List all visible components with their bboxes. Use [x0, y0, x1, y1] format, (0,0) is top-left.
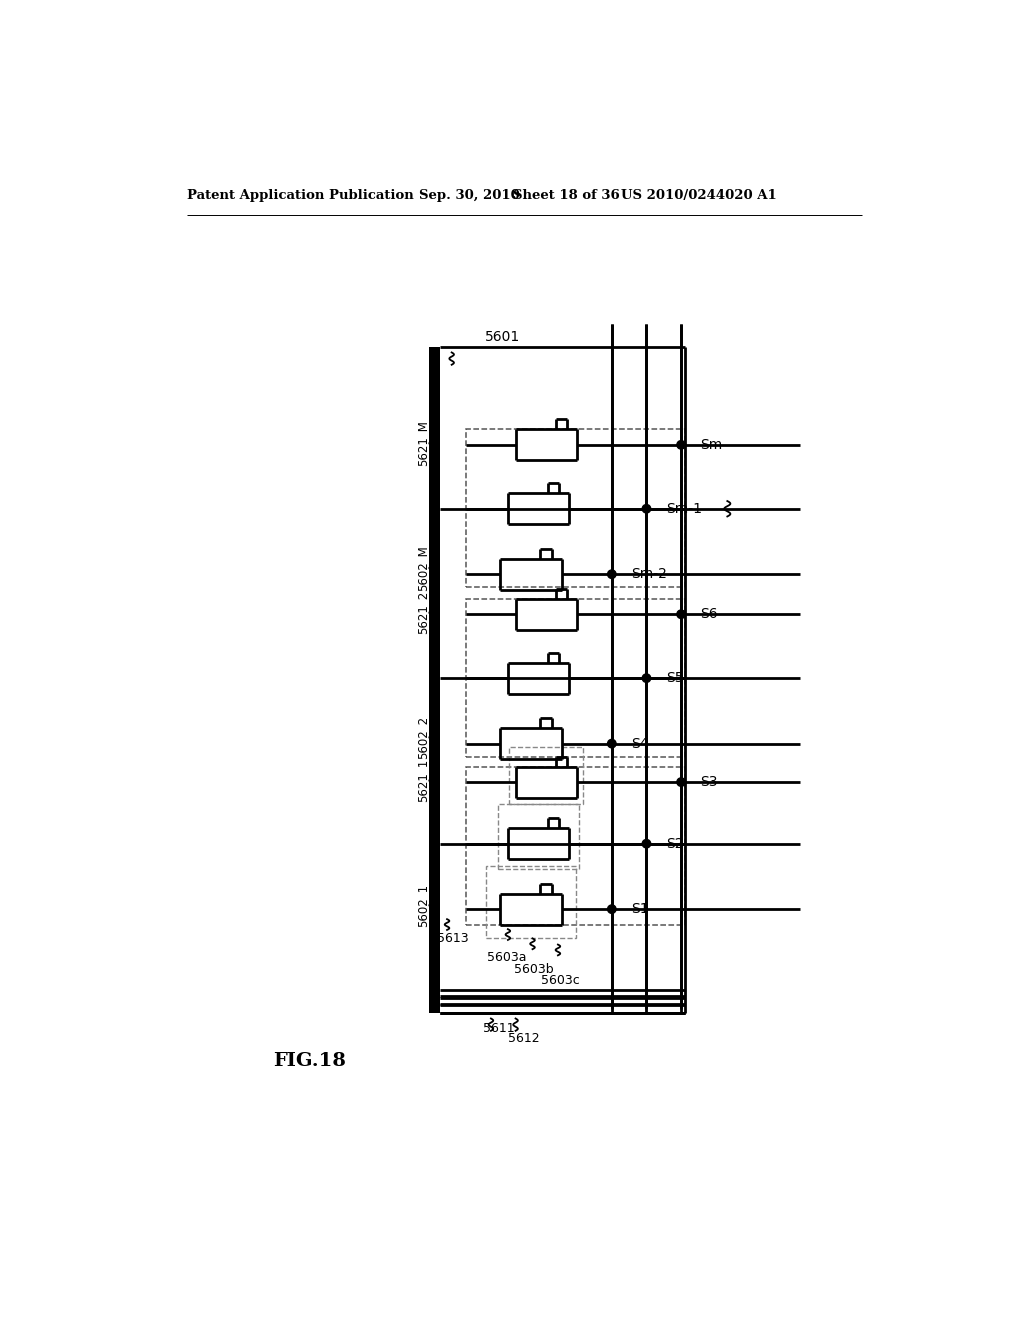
Text: 5621_M: 5621_M	[416, 420, 429, 466]
Text: 5603c: 5603c	[541, 974, 580, 987]
Circle shape	[430, 504, 439, 513]
Circle shape	[642, 840, 650, 847]
Text: 5602_2: 5602_2	[416, 715, 429, 759]
Text: Sm: Sm	[700, 438, 723, 451]
Text: 5612: 5612	[508, 1032, 540, 1045]
Text: S5: S5	[666, 671, 683, 685]
Text: 5603b: 5603b	[514, 962, 554, 975]
Circle shape	[607, 570, 616, 578]
Circle shape	[607, 739, 616, 748]
Text: 5613: 5613	[437, 932, 469, 945]
Bar	[466, 767, 685, 924]
Circle shape	[607, 906, 616, 913]
Text: 5621_1: 5621_1	[416, 759, 429, 803]
Text: S3: S3	[700, 775, 718, 789]
Circle shape	[677, 441, 685, 449]
Text: 5602_M: 5602_M	[416, 545, 429, 591]
Bar	[466, 429, 685, 587]
Text: 5611: 5611	[483, 1022, 515, 1035]
Text: Sheet 18 of 36: Sheet 18 of 36	[513, 189, 620, 202]
Text: Sep. 30, 2010: Sep. 30, 2010	[419, 189, 519, 202]
Bar	[466, 599, 685, 756]
Circle shape	[642, 504, 650, 513]
Bar	[429, 347, 440, 1014]
Text: 5621_2: 5621_2	[416, 591, 429, 635]
Text: 5602_1: 5602_1	[416, 883, 429, 927]
Circle shape	[430, 675, 439, 682]
Text: S1: S1	[631, 902, 648, 916]
Text: Sm-2: Sm-2	[631, 568, 667, 581]
Bar	[486, 866, 575, 939]
Text: FIG.18: FIG.18	[273, 1052, 346, 1069]
Text: Patent Application Publication: Patent Application Publication	[186, 189, 414, 202]
Circle shape	[430, 840, 439, 847]
Text: 5603a: 5603a	[487, 952, 526, 964]
Text: S2: S2	[666, 837, 683, 850]
Circle shape	[642, 675, 650, 682]
Bar	[509, 747, 584, 804]
Text: Sm-1: Sm-1	[666, 502, 701, 516]
Bar	[498, 804, 580, 869]
Text: S6: S6	[700, 607, 718, 622]
Circle shape	[677, 610, 685, 619]
Circle shape	[677, 777, 685, 787]
Text: S4: S4	[631, 737, 648, 751]
Text: US 2010/0244020 A1: US 2010/0244020 A1	[621, 189, 777, 202]
Text: 5601: 5601	[484, 330, 520, 345]
